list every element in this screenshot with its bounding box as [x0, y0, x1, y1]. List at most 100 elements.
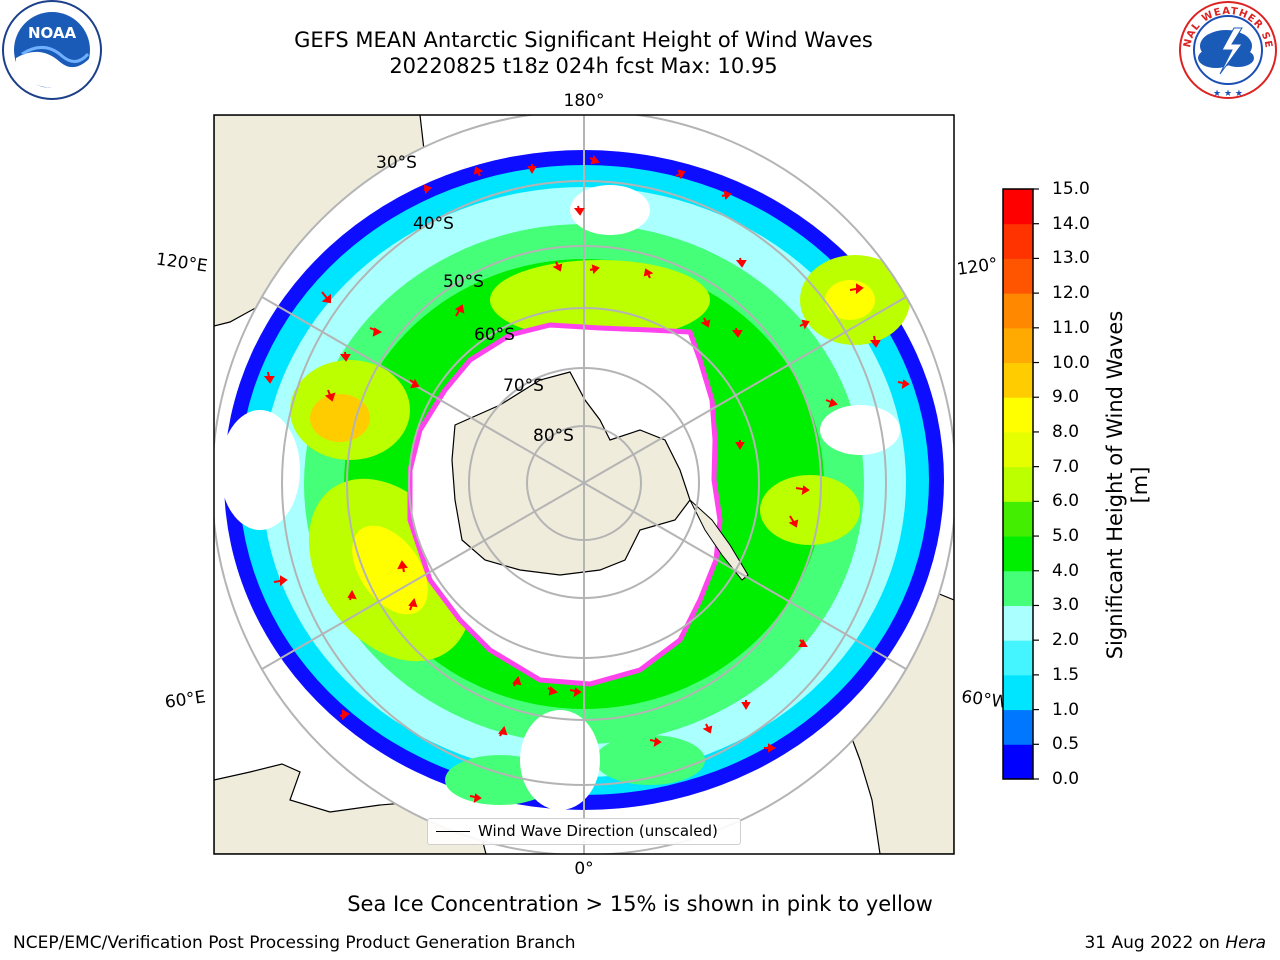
colorbar-segment	[1003, 258, 1033, 294]
colorbar-frame	[1002, 188, 1034, 780]
lon-label-60e: 60°E	[164, 687, 207, 712]
wave-arrow	[589, 264, 600, 275]
nws-logo: NATIONAL WEATHER SERVICE ★ ★ ★	[1171, 0, 1280, 108]
colorbar-tick-label: 1.0	[1052, 699, 1080, 720]
wave-arrow	[798, 639, 808, 647]
wave-arrow	[347, 589, 357, 601]
colorbar-segment	[1003, 431, 1033, 468]
footer-system: Hera	[1225, 933, 1266, 953]
latitude-labels: 30°S 40°S 50°S 60°S 70°S 80°S	[376, 153, 574, 446]
colorbar-tick-label: 3.0	[1052, 595, 1080, 616]
graticule	[214, 115, 954, 854]
colorbar	[1002, 188, 1039, 780]
colorbar-tick-label: 5.0	[1052, 526, 1080, 547]
wave-arrow	[825, 398, 838, 408]
wave-arrow	[764, 743, 776, 753]
lat-label-60s: 60°S	[474, 325, 515, 345]
wave-arrow	[649, 737, 662, 747]
colorbar-segment	[1003, 570, 1033, 606]
wave-arrow	[735, 257, 747, 268]
antarctic-peninsula-land	[689, 499, 749, 581]
africa-land	[214, 763, 487, 854]
wave-arrow	[369, 327, 383, 337]
colorbar-segment	[1003, 744, 1033, 780]
wave-arrow	[897, 379, 910, 389]
colorbar-segment	[1003, 327, 1033, 364]
lon-label-120w: 120°	[956, 254, 999, 280]
wave-arrow	[721, 190, 732, 201]
noaa-logo: NOAA	[0, 0, 104, 108]
wave-arrow	[473, 166, 484, 177]
wave-arrow	[702, 723, 713, 734]
colorbar-tick-label: 8.0	[1052, 421, 1080, 442]
footer-date: 31 Aug 2022 on Hera	[1084, 932, 1266, 954]
colorbar-segment	[1003, 293, 1033, 329]
colorbar-segment	[1003, 640, 1033, 676]
wave-arrow	[498, 725, 508, 737]
lon-label-60w: 60°W	[960, 687, 1009, 713]
wave-arrow	[273, 575, 288, 587]
legend-line-sample	[436, 831, 470, 832]
colorbar-segment	[1003, 189, 1033, 225]
wave-arrow	[741, 700, 751, 710]
colorbar-segment	[1003, 501, 1033, 537]
colorbar-tick-label: 11.0	[1052, 317, 1090, 338]
colorbar-tick-label: 13.0	[1052, 248, 1090, 269]
colorbar-tick-label: 4.0	[1052, 560, 1080, 581]
noaa-logo-text: NOAA	[28, 24, 77, 42]
lat-label-30s: 30°S	[376, 153, 417, 173]
wave-arrow	[589, 154, 600, 165]
wave-arrow	[700, 317, 711, 328]
colorbar-tick-label: 1.5	[1052, 664, 1080, 685]
svg-text:★ ★ ★: ★ ★ ★	[1213, 89, 1243, 99]
wave-arrow	[409, 378, 420, 389]
lat-label-40s: 40°S	[413, 214, 454, 234]
legend-label: Wind Wave Direction (unscaled)	[478, 822, 718, 840]
colorbar-segment	[1003, 674, 1033, 711]
wave-arrow	[527, 164, 537, 174]
lon-label-0: 0°	[574, 859, 593, 879]
wave-arrow	[643, 268, 654, 279]
colorbar-tick-label: 6.0	[1052, 491, 1080, 512]
wave-arrow	[569, 687, 582, 697]
wave-arrow	[408, 597, 418, 611]
wave-arrow	[731, 327, 743, 338]
footer-producer: NCEP/EMC/Verification Post Processing Pr…	[13, 933, 576, 953]
wave-arrow	[339, 709, 350, 721]
wave-arrow	[573, 205, 585, 216]
colorbar-tick-label: 14.0	[1052, 213, 1090, 234]
colorbar-segment	[1003, 536, 1033, 572]
colorbar-tick-label: 12.0	[1052, 283, 1090, 304]
wave-arrow	[423, 184, 432, 195]
wave-arrow	[324, 389, 336, 402]
sea-ice-note: Sea Ice Concentration > 15% is shown in …	[347, 892, 933, 916]
wave-arrow	[263, 371, 275, 384]
colorbar-tick-label: 2.0	[1052, 630, 1080, 651]
wave-arrow	[869, 335, 881, 348]
map-legend: Wind Wave Direction (unscaled)	[427, 818, 741, 845]
colorbar-tick-label: 10.0	[1052, 352, 1090, 373]
lat-label-70s: 70°S	[503, 376, 544, 396]
wave-arrow	[454, 304, 465, 317]
footer-date-text: 31 Aug 2022 on	[1084, 933, 1226, 953]
wave-arrow	[339, 351, 351, 362]
map-frame	[213, 114, 955, 855]
wave-arrow	[735, 440, 745, 450]
lon-label-120e: 120°E	[155, 250, 209, 277]
wave-arrow	[552, 261, 563, 272]
wind-wave-arrows	[263, 154, 910, 803]
colorbar-segment	[1003, 466, 1033, 502]
colorbar-tick-label: 15.0	[1052, 179, 1090, 199]
wave-arrow	[788, 515, 799, 528]
colorbar-segment	[1003, 605, 1033, 641]
wave-arrow	[795, 485, 810, 495]
colorbar-tick-label: 7.0	[1052, 456, 1080, 477]
lat-label-80s: 80°S	[533, 426, 574, 446]
chart-subtitle-forecast: 20220825 t18z 024h fcst Max: 10.95	[389, 54, 778, 78]
colorbar-tick-label: 0.5	[1052, 734, 1080, 755]
wave-arrow	[849, 283, 864, 295]
colorbar-segment	[1003, 709, 1033, 745]
wave-arrow	[397, 560, 408, 573]
wave-arrow	[512, 675, 522, 687]
